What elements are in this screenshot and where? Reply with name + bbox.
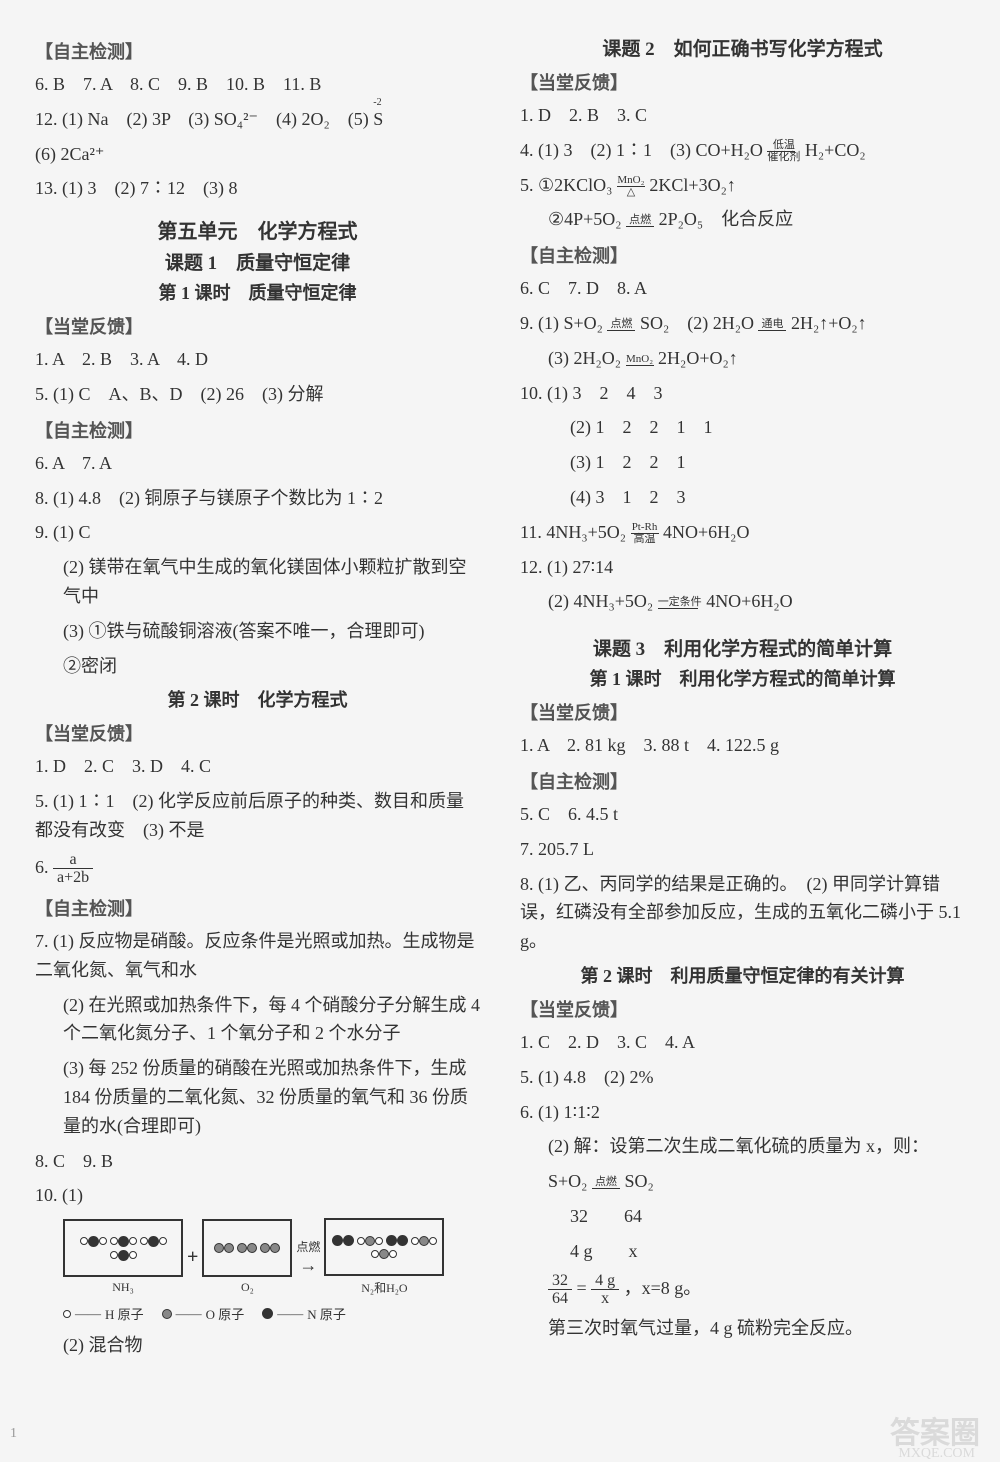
answer-line: 1. C 2. D 3. C 4. A bbox=[520, 1028, 965, 1057]
watermark-url: MXQE.COM bbox=[898, 1446, 975, 1462]
answer-line: 8. C 9. B bbox=[35, 1147, 480, 1176]
answer-line: 5. (1) 1∶1 (2) 化学反应前后原子的种类、数目和质量都没有改变 (3… bbox=[35, 787, 480, 845]
page-number: 1 bbox=[10, 1426, 17, 1442]
sub-title: 第 2 课时 化学方程式 bbox=[35, 686, 480, 712]
equation-line: S+O₂ 点燃 SO₂ bbox=[520, 1167, 965, 1196]
equation-line: 4. (1) 3 (2) 1∶1 (3) CO+H₂O 低温催化剂 H₂+CO₂ bbox=[520, 136, 965, 165]
answer-line: 4 g x bbox=[520, 1237, 965, 1266]
answer-line: 6. B 7. A 8. C 9. B 10. B 11. B bbox=[35, 70, 480, 99]
answer-line: 8. (1) 4.8 (2) 铜原子与镁原子个数比为 1∶2 bbox=[35, 484, 480, 513]
answer-line: 6. (1) 1∶1∶2 bbox=[520, 1098, 965, 1127]
answer-line: 13. (1) 3 (2) 7∶12 (3) 8 bbox=[35, 174, 480, 203]
section-header: 【当堂反馈】 bbox=[520, 996, 965, 1022]
left-column: 【自主检测】 6. B 7. A 8. C 9. B 10. B 11. B 1… bbox=[35, 30, 480, 1366]
product-box bbox=[324, 1218, 444, 1276]
sub-title: 第 2 课时 利用质量守恒定律的有关计算 bbox=[520, 962, 965, 988]
section-header: 【自主检测】 bbox=[520, 768, 965, 794]
answer-line: 1. A 2. B 3. A 4. D bbox=[35, 345, 480, 374]
equation-line: 9. (1) S+O₂ 点燃 SO₂ (2) 2H₂O 通电 2H₂↑+O₂↑ bbox=[520, 309, 965, 338]
answer-line: 12. (1) Na (2) 3P (3) SO₄²⁻ (4) 2O₂ (5) … bbox=[35, 105, 480, 134]
unit-title: 第五单元 化学方程式 bbox=[35, 215, 480, 244]
right-column: 课题 2 如何正确书写化学方程式 【当堂反馈】 1. D 2. B 3. C 4… bbox=[520, 30, 965, 1366]
answer-line: (2) 1 2 2 1 1 bbox=[520, 413, 965, 442]
section-header: 【当堂反馈】 bbox=[35, 720, 480, 746]
answer-line: 5. (1) 4.8 (2) 2% bbox=[520, 1063, 965, 1092]
equation-line: (3) 2H₂O₂ MnO₂ 2H₂O+O₂↑ bbox=[520, 344, 965, 373]
answer-line: 1. A 2. 81 kg 3. 88 t 4. 122.5 g bbox=[520, 731, 965, 760]
answer-line: ②密闭 bbox=[35, 652, 480, 681]
topic-title: 课题 2 如何正确书写化学方程式 bbox=[520, 34, 965, 61]
equation-line: 3264 = 4 gx ，x=8 g。 bbox=[520, 1272, 965, 1308]
answer-line: (3) 1 2 2 1 bbox=[520, 448, 965, 477]
section-header: 【自主检测】 bbox=[35, 417, 480, 443]
reaction-diagram: NH₃ + O₂ 点燃 → bbox=[63, 1218, 480, 1323]
section-header: 【自主检测】 bbox=[520, 242, 965, 268]
equation-line: 11. 4NH₃+5O₂ Pt-Rh高温 4NO+6H₂O bbox=[520, 518, 965, 547]
answer-line: (3) 每 252 份质量的硝酸在光照或加热条件下，生成 184 份质量的二氧化… bbox=[35, 1054, 480, 1140]
section-header: 【当堂反馈】 bbox=[520, 699, 965, 725]
answer-line: 第三次时氧气过量，4 g 硫粉完全反应。 bbox=[520, 1314, 965, 1343]
answer-line: (2) 解：设第二次生成二氧化硫的质量为 x，则： bbox=[520, 1132, 965, 1161]
answer-line: 32 64 bbox=[520, 1202, 965, 1231]
section-header: 【自主检测】 bbox=[35, 38, 480, 64]
answer-line: (3) ①铁与硫酸铜溶液(答案不唯一，合理即可) bbox=[35, 617, 480, 646]
plus-icon: + bbox=[187, 1246, 198, 1269]
topic-title: 课题 3 利用化学方程式的简单计算 bbox=[520, 634, 965, 661]
equation-line: ②4P+5O₂ 点燃 2P₂O₅ 化合反应 bbox=[520, 205, 965, 234]
answer-line: 9. (1) C bbox=[35, 518, 480, 547]
answer-line: 6. A 7. A bbox=[35, 449, 480, 478]
answer-line: 7. 205.7 L bbox=[520, 835, 965, 864]
answer-line: 5. (1) C A、B、D (2) 26 (3) 分解 bbox=[35, 380, 480, 409]
fraction: a a+2b bbox=[53, 851, 93, 887]
section-header: 【当堂反馈】 bbox=[520, 69, 965, 95]
arrow-icon: → bbox=[299, 1255, 317, 1276]
answer-line: 7. (1) 反应物是硝酸。反应条件是光照或加热。生成物是二氧化氮、氧气和水 bbox=[35, 927, 480, 985]
answer-line: (6) 2Ca²⁺ bbox=[35, 140, 480, 169]
answer-line: 6. a a+2b bbox=[35, 851, 480, 887]
equation-line: 5. ①2KClO₃ MnO₂△ 2KCl+3O₂↑ bbox=[520, 171, 965, 200]
reactant-box-nh3 bbox=[63, 1219, 183, 1277]
answer-line: 5. C 6. 4.5 t bbox=[520, 800, 965, 829]
section-header: 【当堂反馈】 bbox=[35, 313, 480, 339]
answer-line: (2) 混合物 bbox=[35, 1331, 480, 1360]
sub-title: 第 1 课时 质量守恒定律 bbox=[35, 279, 480, 305]
sub-title: 第 1 课时 利用化学方程式的简单计算 bbox=[520, 665, 965, 691]
answer-line: 1. D 2. C 3. D 4. C bbox=[35, 752, 480, 781]
reactant-box-o2 bbox=[202, 1219, 292, 1277]
diagram-legend: —— H 原子 —— O 原子 —— N 原子 bbox=[63, 1304, 480, 1323]
answer-line: 12. (1) 27∶14 bbox=[520, 553, 965, 582]
answer-line: 6. C 7. D 8. A bbox=[520, 274, 965, 303]
answer-line: (2) 在光照或加热条件下，每 4 个硝酸分子分解生成 4 个二氧化氮分子、1 … bbox=[35, 991, 480, 1049]
answer-line: 10. (1) 3 2 4 3 bbox=[520, 379, 965, 408]
answer-line: 1. D 2. B 3. C bbox=[520, 101, 965, 130]
answer-line: 10. (1) bbox=[35, 1181, 480, 1210]
answer-line: 8. (1) 乙、丙同学的结果是正确的。 (2) 甲同学计算错误，红磷没有全部参… bbox=[520, 870, 965, 956]
section-header: 【自主检测】 bbox=[35, 895, 480, 921]
answer-line: (4) 3 1 2 3 bbox=[520, 483, 965, 512]
equation-line: (2) 4NH₃+5O₂ 一定条件 4NO+6H₂O bbox=[520, 587, 965, 616]
topic-title: 课题 1 质量守恒定律 bbox=[35, 248, 480, 275]
answer-line: (2) 镁带在氧气中生成的氧化镁固体小颗粒扩散到空气中 bbox=[35, 553, 480, 611]
